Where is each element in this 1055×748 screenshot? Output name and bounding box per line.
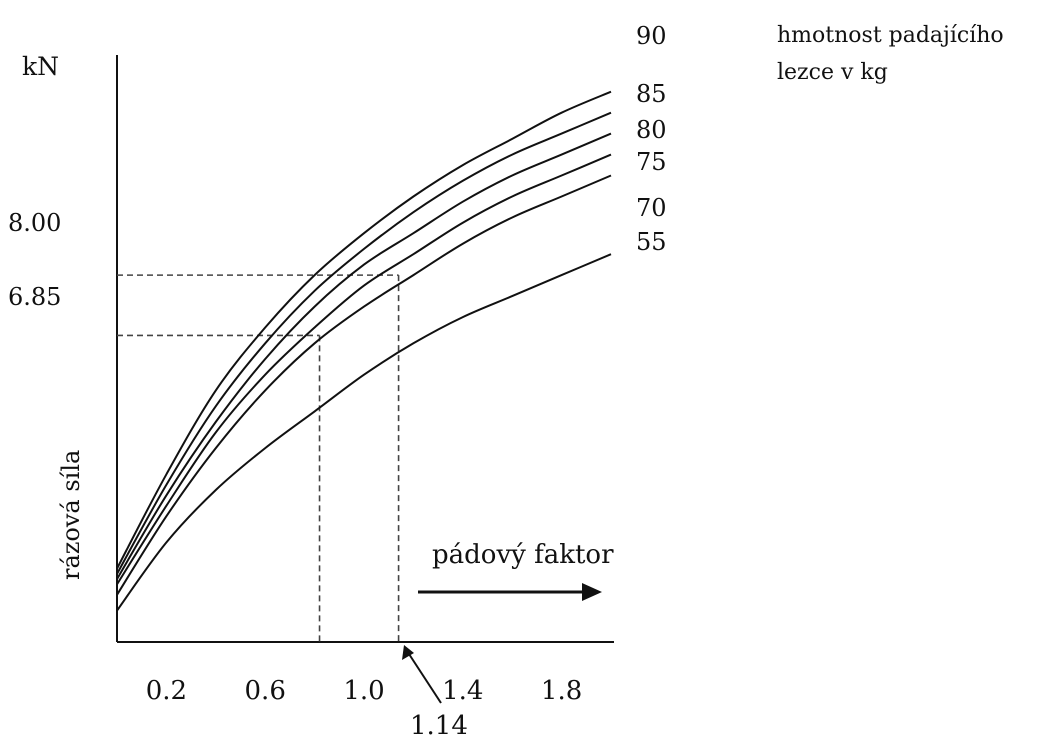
- annotation-value: 1.14: [410, 711, 468, 741]
- mass-label-75: 75: [636, 148, 667, 176]
- mass-label-80: 80: [636, 116, 667, 144]
- mass-labels: 90 85 80 75 70 55: [636, 22, 667, 256]
- curve-80kg: [116, 132, 612, 580]
- mass-label-70: 70: [636, 194, 667, 222]
- y-tick-label-6-85: 6.85: [8, 283, 61, 311]
- guide-lines: [117, 274, 400, 642]
- curve-90kg: [116, 90, 612, 570]
- curve-75kg: [116, 153, 612, 585]
- annotation-arrow: [402, 645, 442, 704]
- mass-label-85: 85: [636, 80, 667, 108]
- legend-title-line2: lezce v kg: [777, 60, 888, 85]
- x-tick-label: 1.4: [442, 676, 483, 706]
- legend-title-line1: hmotnost padajícího: [777, 23, 1004, 48]
- curve-85kg: [116, 111, 612, 575]
- curve-70kg: [116, 174, 612, 596]
- y-axis-unit: kN: [22, 52, 59, 81]
- curve-55kg: [116, 253, 612, 612]
- x-tick-label: 0.6: [245, 676, 286, 706]
- x-tick-labels: 0.2 0.6 1.0 1.4 1.8: [146, 676, 583, 706]
- y-tick-label-8-00: 8.00: [8, 209, 61, 237]
- mass-label-55: 55: [636, 228, 667, 256]
- x-tick-label: 1.0: [343, 676, 384, 706]
- x-axis-title: pádový faktor: [432, 540, 614, 570]
- y-axis-title: rázová síla: [57, 450, 85, 580]
- x-direction-arrow: [418, 583, 602, 601]
- mass-label-90: 90: [636, 22, 667, 50]
- x-tick-label: 0.2: [146, 676, 187, 706]
- x-tick-label: 1.8: [541, 676, 582, 706]
- force-curves: [116, 90, 612, 612]
